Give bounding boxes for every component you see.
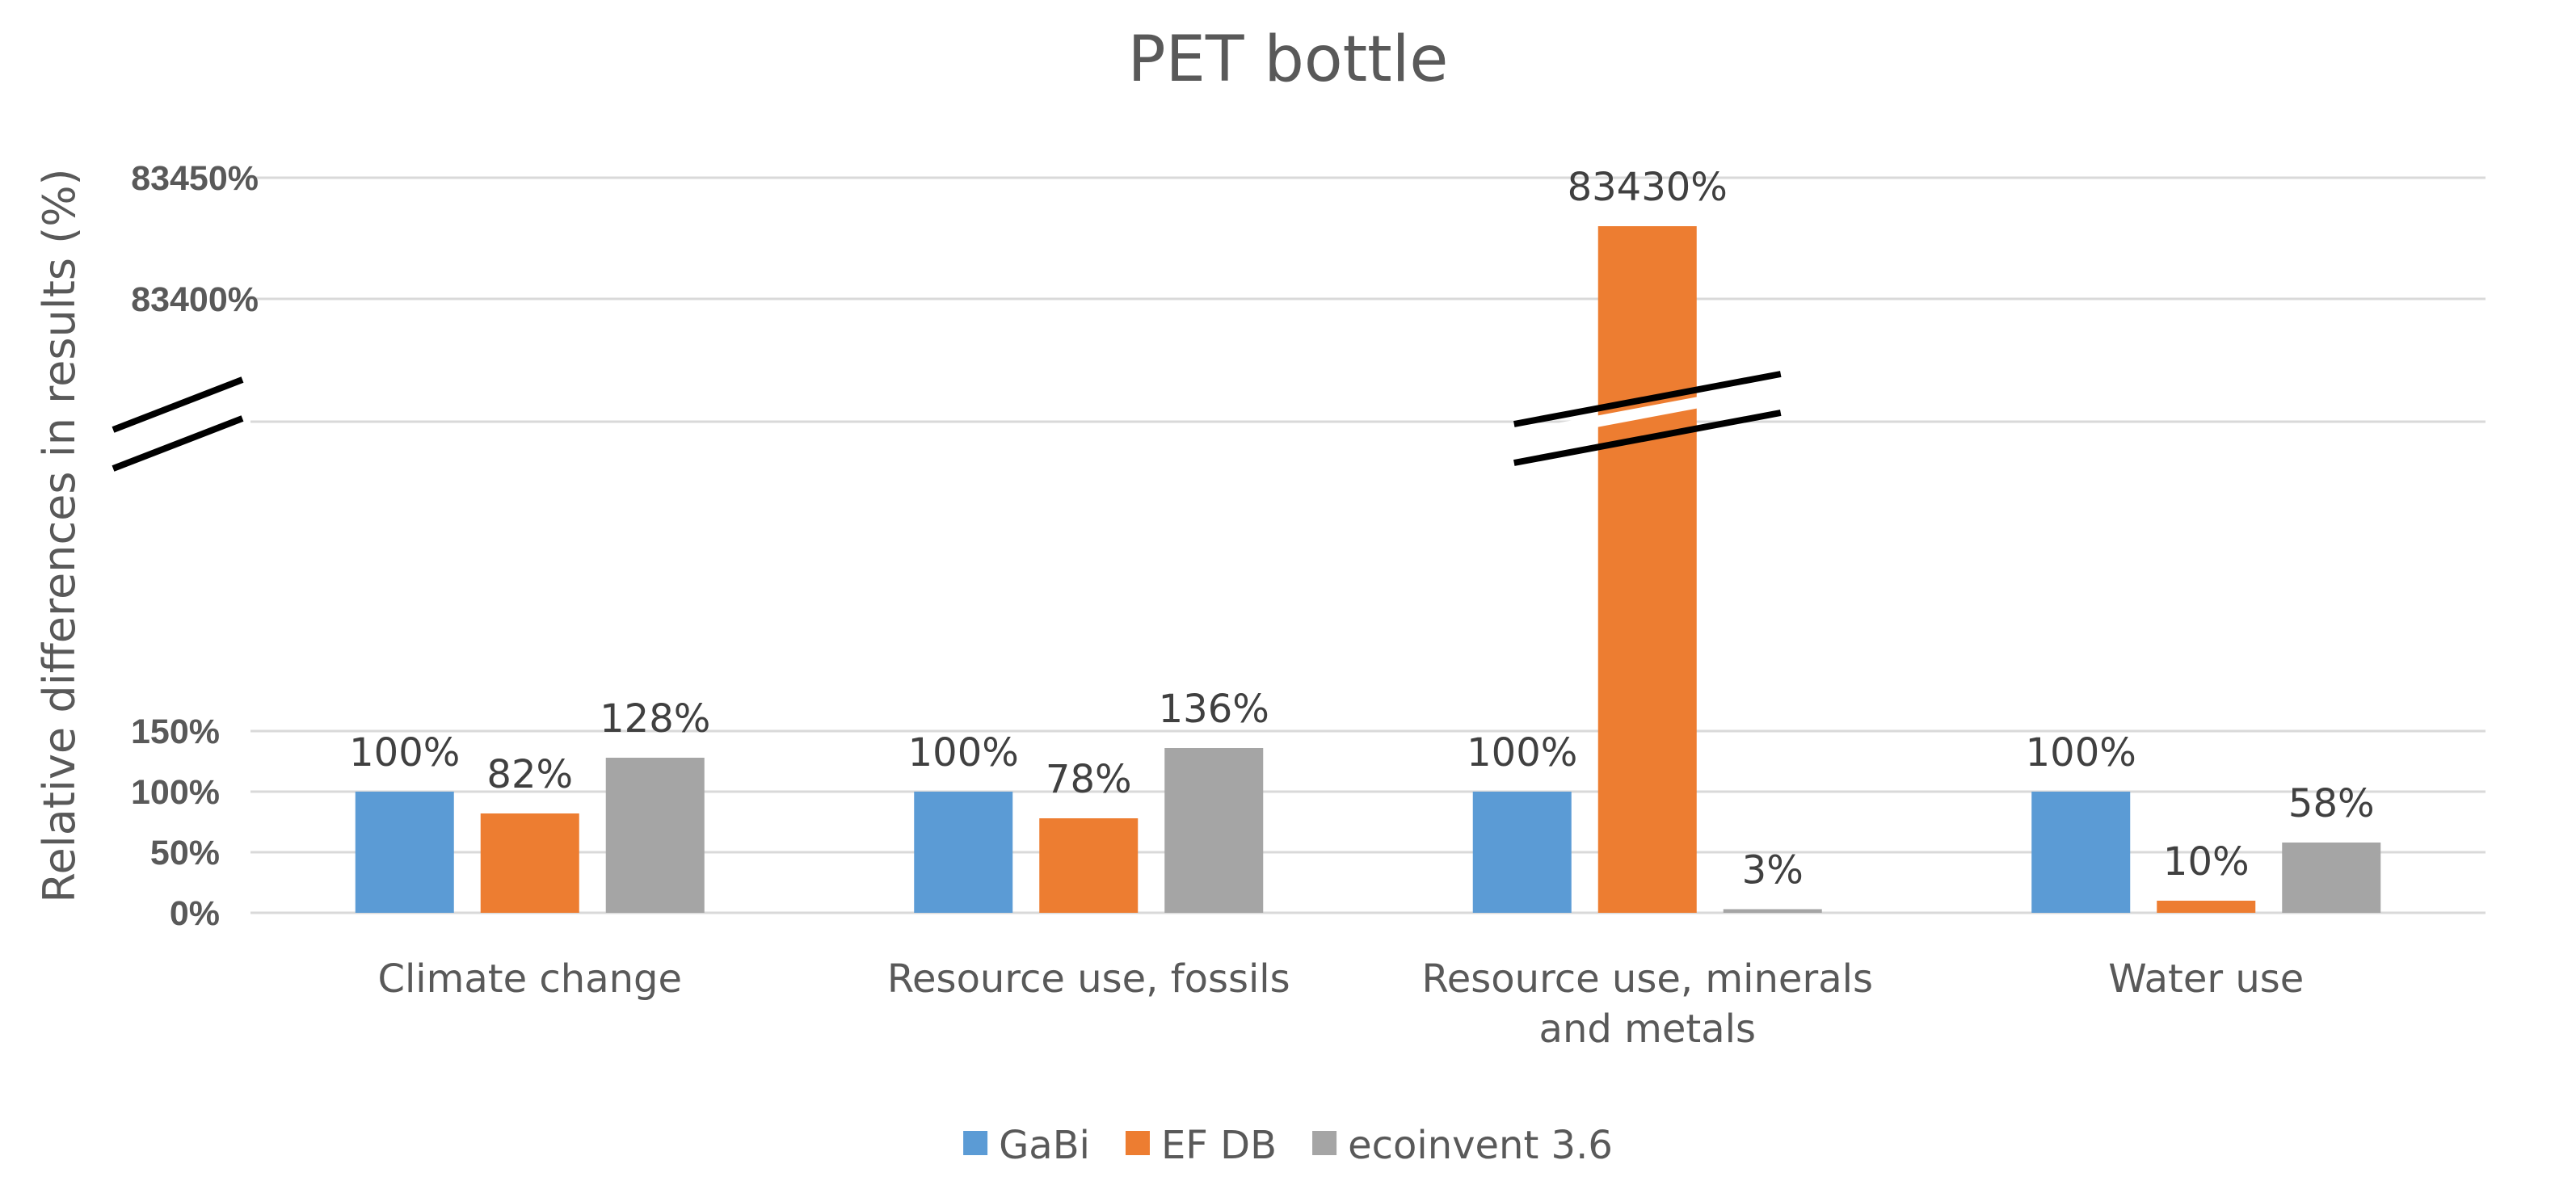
data-label: 78% — [1046, 757, 1132, 802]
y-tick-label: 50% — [150, 834, 220, 872]
bars-layer — [355, 226, 2381, 913]
category-label: Resource use, minerals — [1422, 956, 1873, 1002]
data-label: 100% — [349, 730, 460, 775]
data-label: 100% — [908, 730, 1019, 775]
data-label: 100% — [1467, 730, 1577, 775]
break-gap — [1513, 381, 1783, 443]
data-label: 3% — [1742, 848, 1804, 893]
category-label: Water use — [2108, 956, 2304, 1002]
legend-swatch — [1125, 1131, 1150, 1155]
legend-swatch — [1312, 1131, 1337, 1155]
y-tick-label: 150% — [131, 712, 220, 751]
grid-layer — [250, 176, 2486, 914]
data-label: 83430% — [1568, 165, 1728, 210]
y-tick-label: 83400% — [131, 280, 259, 319]
y-tick-label: 0% — [170, 894, 220, 933]
data-label: 136% — [1159, 687, 1269, 732]
bar-1-0 — [480, 813, 579, 913]
chart-title: PET bottle — [1128, 23, 1449, 96]
axis-break — [111, 376, 245, 472]
break-line — [1513, 371, 1782, 427]
category-labels-layer: Climate change Resource use, fossils Resou… — [377, 956, 2304, 1052]
y-tick-label: 100% — [131, 773, 220, 812]
bar-0-1 — [914, 792, 1013, 913]
legend-label: ecoinvent 3.6 — [1348, 1123, 1613, 1168]
bar-0-2 — [1472, 792, 1572, 913]
category-label: Climate change — [377, 956, 682, 1002]
category-label: Resource use, fossils — [887, 956, 1290, 1002]
break-gap — [111, 387, 245, 448]
break-line — [112, 376, 244, 433]
legend-label: GaBi — [999, 1123, 1090, 1168]
axis-break — [1513, 371, 1783, 466]
bar-2-0 — [605, 758, 705, 913]
bar-1-2 — [1597, 226, 1697, 913]
y-tick-label: 83450% — [131, 159, 259, 198]
axis-break-marks — [111, 371, 1783, 472]
legend: GaBi EF DB ecoinvent 3.6 — [963, 1123, 1613, 1168]
data-label: 58% — [2288, 781, 2375, 826]
bar-1-3 — [2157, 901, 2256, 913]
bar-2-1 — [1164, 748, 1264, 913]
data-labels-layer: 100% 82% 128% 100% 78% 136% 100% 83430% 3% 100% 10… — [349, 165, 2374, 893]
y-axis-label: Relative differences in results (%) — [34, 168, 85, 902]
break-line — [1513, 410, 1782, 466]
legend-swatch — [963, 1131, 988, 1155]
bar-0-0 — [355, 792, 454, 913]
category-label: and metals — [1539, 1007, 1756, 1052]
bar-2-3 — [2282, 843, 2381, 913]
bar-0-3 — [2031, 792, 2131, 913]
break-line — [112, 415, 244, 472]
legend-label: EF DB — [1161, 1123, 1277, 1168]
y-tick-labels-layer: 0% 50% 100% 150% 83400% 83450% — [131, 159, 259, 933]
data-label: 82% — [486, 752, 573, 797]
data-label: 10% — [2163, 839, 2250, 885]
bar-2-2 — [1723, 909, 1822, 913]
data-label: 100% — [2026, 730, 2136, 775]
bar-1-1 — [1039, 818, 1139, 913]
data-label: 128% — [600, 696, 710, 742]
